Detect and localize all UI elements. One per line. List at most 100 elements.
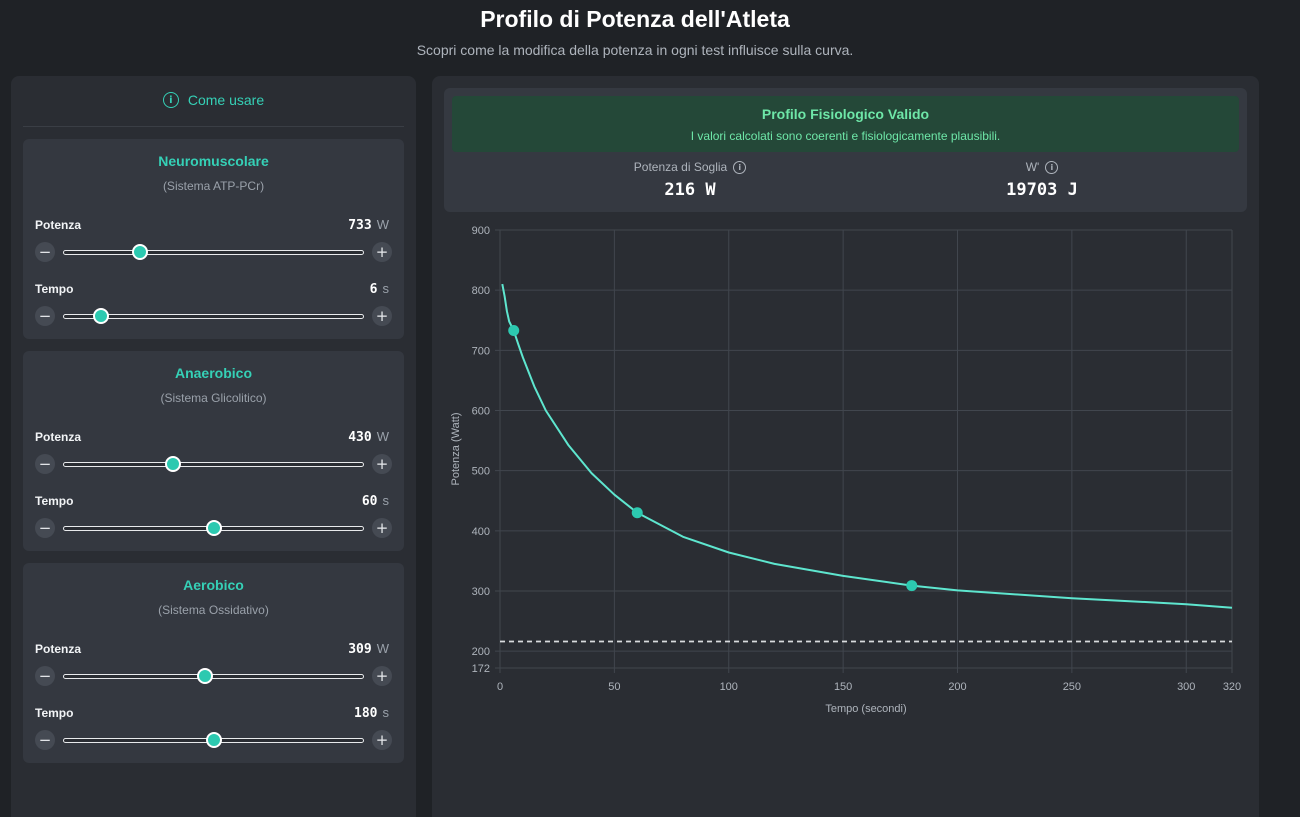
summary-box: Profilo Fisiologico Valido I valori calc… bbox=[444, 88, 1247, 212]
time-slider[interactable] bbox=[63, 520, 364, 536]
time-slider-thumb[interactable] bbox=[205, 520, 222, 536]
wprime-label: W' bbox=[1025, 160, 1040, 174]
power-decrement-button[interactable]: − bbox=[35, 454, 55, 474]
time-value: 60 bbox=[361, 494, 378, 509]
time-increment-button[interactable]: + bbox=[372, 518, 392, 538]
x-tick-label: 300 bbox=[1177, 681, 1195, 693]
y-tick-label: 200 bbox=[472, 646, 490, 658]
x-axis-label: Tempo (secondi) bbox=[825, 703, 906, 715]
power-increment-button[interactable]: + bbox=[372, 454, 392, 474]
power-value: 733 bbox=[348, 218, 372, 233]
power-decrement-button[interactable]: − bbox=[35, 242, 55, 262]
wprime-value: 19703 J bbox=[1006, 180, 1078, 200]
time-unit: s bbox=[382, 705, 390, 720]
power-label: Potenza bbox=[35, 642, 82, 656]
card-aerobic: Aerobico (Sistema Ossidativo) Potenza 30… bbox=[23, 563, 404, 763]
power-value: 430 bbox=[348, 430, 372, 445]
threshold-label: Potenza di Soglia bbox=[633, 160, 728, 174]
time-value: 6 bbox=[369, 282, 378, 297]
time-slider[interactable] bbox=[63, 732, 364, 748]
power-slider[interactable] bbox=[63, 456, 364, 472]
card-subtitle: (Sistema Glicolitico) bbox=[160, 391, 267, 405]
power-readout: 309 W bbox=[348, 641, 389, 657]
page-subtitle: Scopri come la modifica della potenza in… bbox=[416, 42, 854, 58]
power-duration-chart: 0 50 100 150 200 250 300 320 900 800 700 600 500 400 3… bbox=[450, 225, 1241, 715]
time-decrement-button[interactable]: − bbox=[35, 730, 55, 750]
power-label: Potenza bbox=[35, 218, 82, 232]
time-value: 180 bbox=[354, 706, 378, 721]
threshold-metric: Potenza di Soglia i 216 W bbox=[540, 160, 840, 200]
x-tick-label: 250 bbox=[1063, 681, 1081, 693]
power-value: 309 bbox=[348, 642, 372, 657]
power-readout: 733 W bbox=[348, 217, 389, 233]
y-tick-label: 900 bbox=[472, 225, 490, 237]
info-icon: i bbox=[162, 92, 179, 108]
test-point bbox=[508, 324, 520, 336]
time-readout: 60 s bbox=[362, 493, 389, 509]
x-tick-label: 200 bbox=[948, 681, 966, 693]
y-tick-label: 400 bbox=[472, 526, 490, 538]
power-label: Potenza bbox=[35, 430, 82, 444]
time-decrement-button[interactable]: − bbox=[35, 518, 55, 538]
y-tick-label: 300 bbox=[472, 586, 490, 598]
power-increment-button[interactable]: + bbox=[372, 666, 392, 686]
time-decrement-button[interactable]: − bbox=[35, 306, 55, 326]
x-tick-label: 150 bbox=[834, 681, 852, 693]
power-decrement-button[interactable]: − bbox=[35, 666, 55, 686]
page-title: Profilo di Potenza dell'Atleta bbox=[480, 6, 790, 32]
card-anaerobic: Anaerobico (Sistema Glicolitico) Potenza… bbox=[23, 351, 404, 551]
x-tick-label: 50 bbox=[608, 681, 620, 693]
test-point bbox=[631, 507, 643, 519]
time-label: Tempo bbox=[35, 494, 74, 508]
y-tick-label: 800 bbox=[472, 285, 490, 297]
info-icon[interactable]: i bbox=[1045, 160, 1059, 174]
x-tick-label: 100 bbox=[720, 681, 738, 693]
power-readout: 430 W bbox=[348, 429, 389, 445]
y-axis-label: Potenza (Watt) bbox=[450, 413, 462, 486]
time-increment-button[interactable]: + bbox=[372, 730, 392, 750]
time-label: Tempo bbox=[35, 706, 74, 720]
divider bbox=[23, 126, 404, 127]
power-unit: W bbox=[376, 217, 389, 232]
x-tick-label: 320 bbox=[1223, 681, 1241, 693]
card-neuromuscular: Neuromuscolare (Sistema ATP-PCr) Potenza… bbox=[23, 139, 404, 339]
power-slider[interactable] bbox=[63, 668, 364, 684]
info-icon[interactable]: i bbox=[733, 160, 747, 174]
y-tick-label: 172 bbox=[472, 663, 490, 675]
y-tick-label: 500 bbox=[472, 466, 490, 478]
validity-text: I valori calcolati sono coerenti e fisio… bbox=[690, 129, 1001, 143]
results-panel: Profilo Fisiologico Valido I valori calc… bbox=[432, 76, 1259, 817]
time-slider-thumb[interactable] bbox=[93, 308, 110, 324]
power-slider-thumb[interactable] bbox=[132, 244, 149, 260]
card-title: Anaerobico bbox=[174, 365, 252, 381]
time-increment-button[interactable]: + bbox=[372, 306, 392, 326]
controls-panel: i Come usare Neuromuscolare (Sistema ATP… bbox=[11, 76, 416, 817]
wprime-metric: W' i 19703 J bbox=[892, 160, 1192, 200]
power-slider[interactable] bbox=[63, 244, 364, 260]
x-tick-label: 0 bbox=[497, 681, 503, 693]
threshold-value: 216 W bbox=[664, 180, 716, 200]
power-unit: W bbox=[376, 429, 389, 444]
test-point bbox=[906, 580, 918, 592]
time-unit: s bbox=[382, 281, 390, 296]
power-curve-line bbox=[501, 283, 1233, 609]
power-slider-thumb[interactable] bbox=[196, 668, 213, 684]
power-unit: W bbox=[376, 641, 389, 656]
time-readout: 6 s bbox=[370, 281, 389, 297]
card-subtitle: (Sistema Ossidativo) bbox=[158, 603, 269, 617]
card-title: Aerobico bbox=[183, 577, 244, 593]
y-tick-label: 600 bbox=[472, 405, 490, 417]
how-to-button[interactable]: i Come usare bbox=[11, 88, 416, 112]
time-label: Tempo bbox=[35, 282, 74, 296]
time-slider[interactable] bbox=[63, 308, 364, 324]
y-tick-label: 700 bbox=[472, 345, 490, 357]
time-readout: 180 s bbox=[354, 705, 389, 721]
validity-title: Profilo Fisiologico Valido bbox=[761, 106, 930, 122]
power-slider-thumb[interactable] bbox=[165, 456, 182, 472]
validity-banner: Profilo Fisiologico Valido I valori calc… bbox=[452, 96, 1239, 152]
power-increment-button[interactable]: + bbox=[372, 242, 392, 262]
card-title: Neuromuscolare bbox=[158, 153, 269, 169]
time-unit: s bbox=[382, 493, 390, 508]
how-to-label: Come usare bbox=[187, 92, 265, 108]
time-slider-thumb[interactable] bbox=[205, 732, 222, 748]
